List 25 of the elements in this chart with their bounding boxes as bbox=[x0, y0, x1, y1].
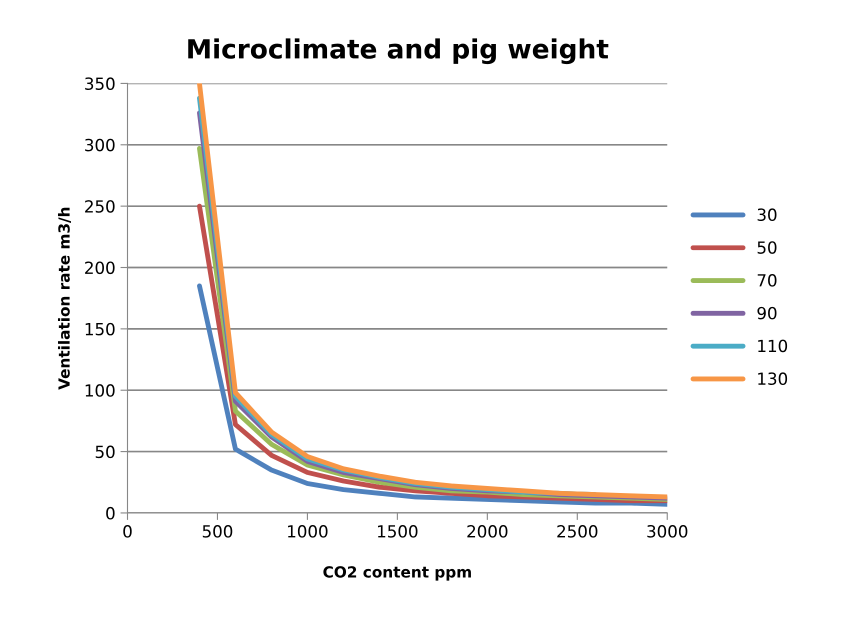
y-tick-label: 350 bbox=[85, 77, 115, 90]
y-tick-label: 200 bbox=[85, 261, 115, 274]
y-tick-label: 300 bbox=[85, 138, 115, 152]
y-tick-label: 0 bbox=[106, 506, 115, 520]
x-axis-title: CO2 content ppm bbox=[323, 566, 471, 581]
line-series bbox=[197, 283, 668, 507]
legend-label: 50 bbox=[758, 241, 776, 254]
legend-label: 30 bbox=[758, 208, 776, 222]
x-tick-label: 0 bbox=[123, 525, 132, 538]
x-tick-label: 2500 bbox=[557, 525, 598, 538]
legend-label: 70 bbox=[758, 274, 776, 287]
y-tick-label: 250 bbox=[85, 200, 115, 213]
y-axis-title: Ventilation rate m3/h bbox=[58, 208, 72, 390]
x-tick-label: 1000 bbox=[288, 525, 328, 538]
y-tick-label: 150 bbox=[86, 322, 115, 336]
x-tick-label: 1500 bbox=[378, 525, 418, 538]
x-tick-label: 3000 bbox=[647, 525, 688, 538]
legend-label: 90 bbox=[757, 306, 776, 320]
y-tick-label: 50 bbox=[96, 446, 115, 458]
x-tick-label: 500 bbox=[202, 525, 232, 538]
x-tick-label: 2000 bbox=[467, 525, 508, 538]
legend-label: 130 bbox=[758, 372, 788, 386]
chart-title: Microclimate and pig weight bbox=[188, 38, 608, 64]
y-tick-label: 100 bbox=[86, 384, 115, 397]
legend-label: 110 bbox=[758, 340, 788, 352]
